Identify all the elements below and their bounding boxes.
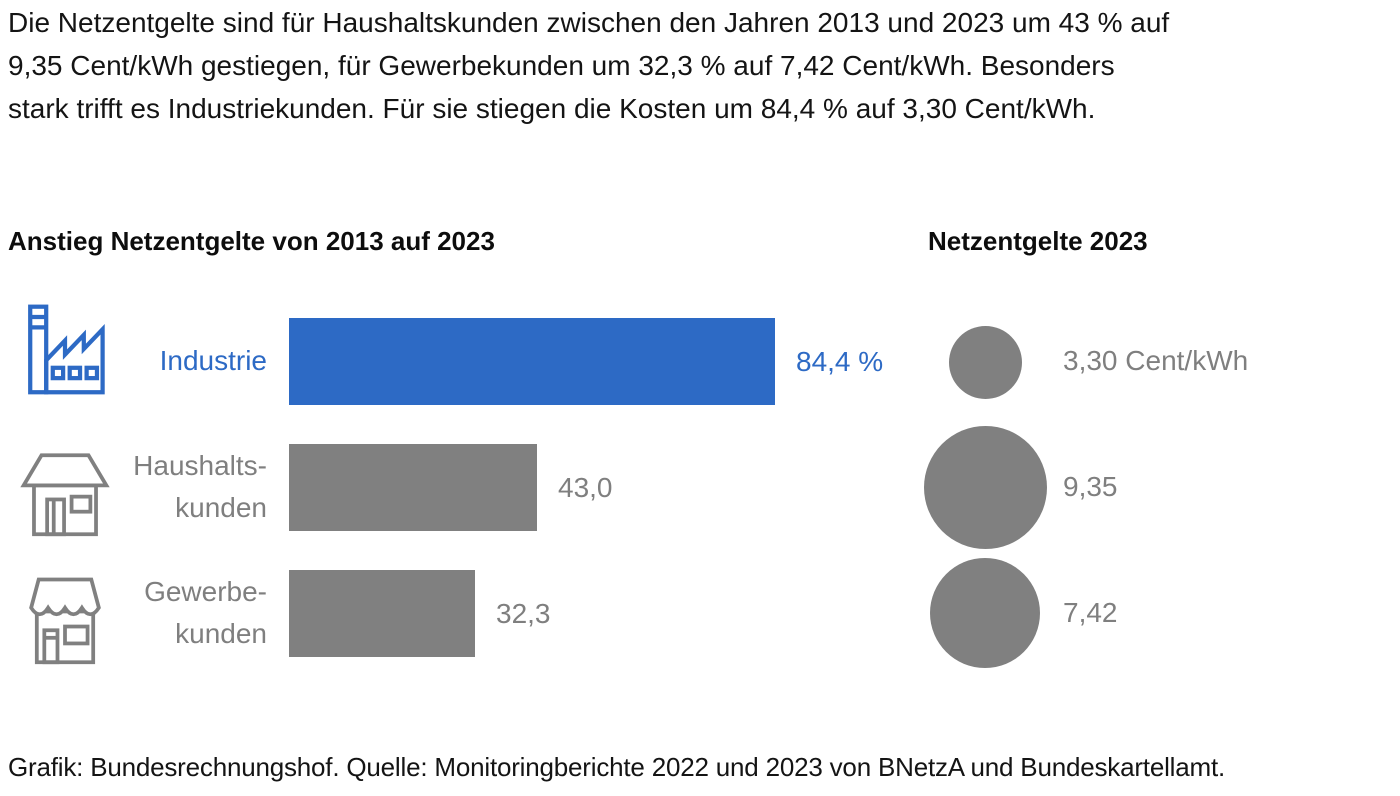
row-label-line: Industrie <box>159 345 267 376</box>
header-text: Die Netzentgelte sind für Haushaltskunde… <box>8 7 1170 124</box>
bubble-box-haushaltskunden <box>920 422 1050 552</box>
bar-industrie <box>289 318 775 405</box>
bubble-chart-title: Netzentgelte 2023 <box>928 226 1148 256</box>
row-label-line: kunden <box>175 492 267 523</box>
bar-value-haushaltskunden: 43,0 <box>558 471 613 503</box>
bar-chart-title: Anstieg Netzentgelte von 2013 auf 2023 <box>8 226 495 256</box>
shop-icon <box>18 572 112 666</box>
bubble-gewerbekunden <box>930 558 1040 668</box>
factory-icon <box>18 302 112 396</box>
row-label-industrie: Industrie <box>100 340 267 382</box>
row-label-line: kunden <box>175 618 267 649</box>
bar-row-industrie: 84,4 % <box>289 318 883 405</box>
bar-haushaltskunden <box>289 444 537 531</box>
bar-row-haushaltskunden: 43,0 <box>289 444 613 531</box>
row-label-haushaltskunden: Haushalts- kunden <box>100 445 267 529</box>
bar-row-gewerbekunden: 32,3 <box>289 570 551 657</box>
bubble-box-industrie <box>920 297 1050 427</box>
bubble-industrie <box>948 325 1022 399</box>
bar-value-industrie: 84,4 % <box>796 345 884 377</box>
bubble-box-gewerbekunden <box>920 548 1050 678</box>
house-icon <box>18 444 112 538</box>
row-label-gewerbekunden: Gewerbe- kunden <box>100 571 267 655</box>
bubble-value-industrie: 3,30 Cent/kWh <box>1063 345 1249 376</box>
bubble-haushaltskunden <box>923 425 1047 549</box>
bubble-value-gewerbekunden: 7,42 <box>1063 597 1118 628</box>
row-label-line: Haushalts- <box>133 450 267 481</box>
bubble-value-haushaltskunden: 9,35 <box>1063 471 1118 502</box>
footer-source-text: Grafik: Bundesrechnungshof. Quelle: Moni… <box>8 752 1226 782</box>
bar-value-gewerbekunden: 32,3 <box>496 597 551 629</box>
row-label-line: Gewerbe- <box>144 576 267 607</box>
bar-gewerbekunden <box>289 570 475 657</box>
